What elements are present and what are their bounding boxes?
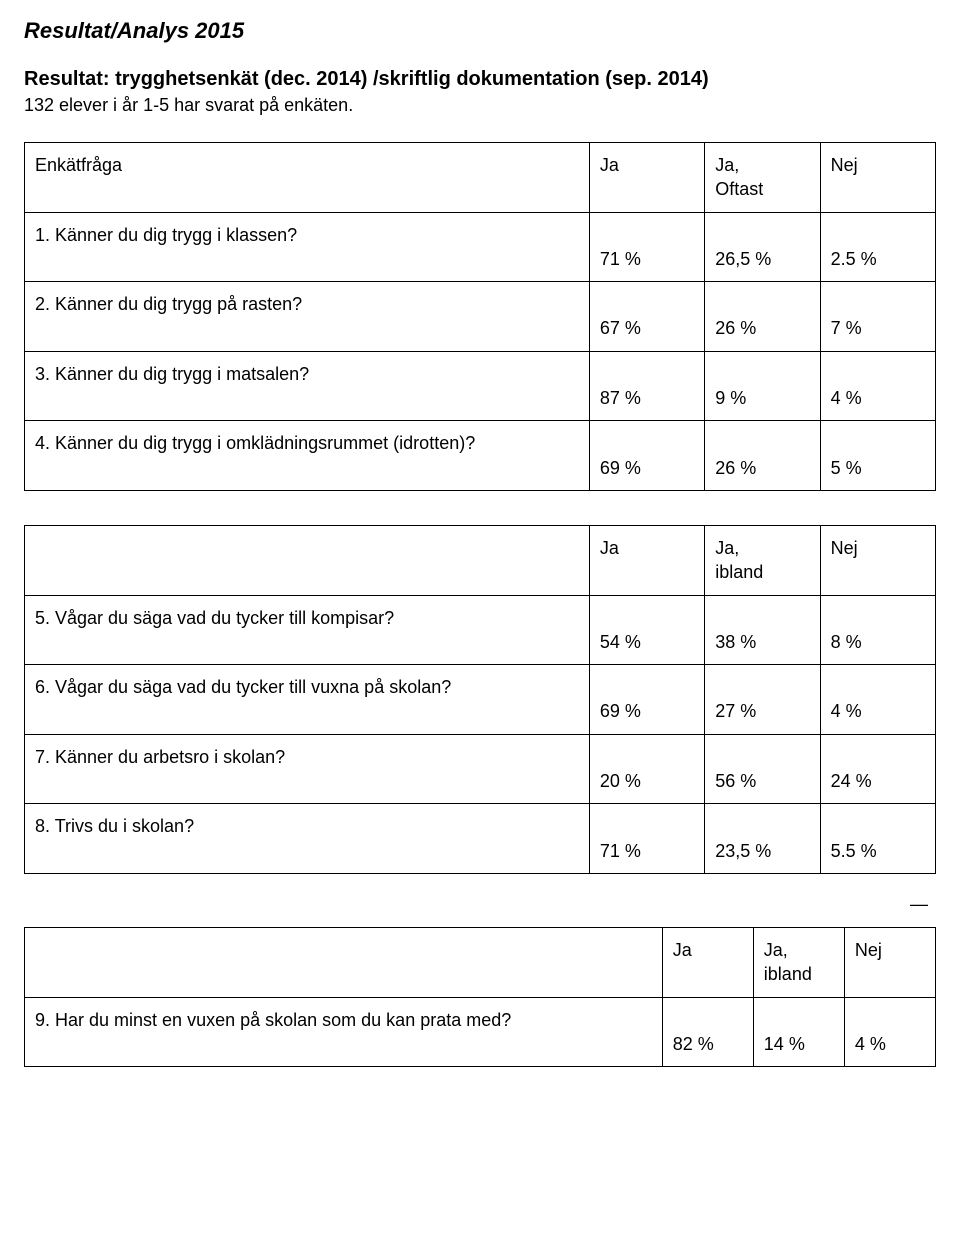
value-cell: 4 % [820,665,935,735]
question-cell: 9. Har du minst en vuxen på skolan som d… [25,997,663,1067]
value-cell: 38 % [705,595,820,665]
value-cell: 23,5 % [705,804,820,874]
value-cell: 5 % [820,421,935,491]
question-cell: 7. Känner du arbetsro i skolan? [25,734,590,804]
dash-separator: — [24,894,928,915]
value-cell: 69 % [589,421,704,491]
value-cell: 26 % [705,421,820,491]
header-question [25,927,663,997]
value-cell: 71 % [589,212,704,282]
survey-table-2: Ja Ja, ibland Nej 5. Vågar du säga vad d… [24,525,936,874]
header-ja: Ja [589,525,704,595]
value-cell: 2.5 % [820,212,935,282]
value-cell: 71 % [589,804,704,874]
table-row: 2. Känner du dig trygg på rasten? 67 % 2… [25,282,936,352]
survey-table-1: Enkätfråga Ja Ja, Oftast Nej 1. Känner d… [24,142,936,491]
table-row: 8. Trivs du i skolan? 71 % 23,5 % 5.5 % [25,804,936,874]
intro-text: 132 elever i år 1-5 har svarat på enkäte… [24,95,936,116]
table-header-row: Ja Ja, ibland Nej [25,525,936,595]
header-nej: Nej [820,143,935,213]
question-cell: 3. Känner du dig trygg i matsalen? [25,351,590,421]
header-nej: Nej [844,927,935,997]
value-cell: 5.5 % [820,804,935,874]
table-row: 7. Känner du arbetsro i skolan? 20 % 56 … [25,734,936,804]
value-cell: 7 % [820,282,935,352]
value-cell: 26 % [705,282,820,352]
question-cell: 4. Känner du dig trygg i omklädningsrumm… [25,421,590,491]
header-ja: Ja [662,927,753,997]
question-cell: 8. Trivs du i skolan? [25,804,590,874]
value-cell: 4 % [820,351,935,421]
header-question [25,525,590,595]
header-question: Enkätfråga [25,143,590,213]
header-ja-ibland: Ja, ibland [753,927,844,997]
table-row: 4. Känner du dig trygg i omklädningsrumm… [25,421,936,491]
table-row: 5. Vågar du säga vad du tycker till komp… [25,595,936,665]
value-cell: 4 % [844,997,935,1067]
value-cell: 69 % [589,665,704,735]
header-ja-ibland: Ja, ibland [705,525,820,595]
table-header-row: Enkätfråga Ja Ja, Oftast Nej [25,143,936,213]
table-row: 3. Känner du dig trygg i matsalen? 87 % … [25,351,936,421]
header-nej: Nej [820,525,935,595]
table-row: 1. Känner du dig trygg i klassen? 71 % 2… [25,212,936,282]
value-cell: 67 % [589,282,704,352]
question-cell: 1. Känner du dig trygg i klassen? [25,212,590,282]
value-cell: 27 % [705,665,820,735]
question-cell: 6. Vågar du säga vad du tycker till vuxn… [25,665,590,735]
subheading: Resultat: trygghetsenkät (dec. 2014) /sk… [24,68,936,91]
value-cell: 54 % [589,595,704,665]
page-title: Resultat/Analys 2015 [24,18,936,44]
value-cell: 24 % [820,734,935,804]
question-cell: 5. Vågar du säga vad du tycker till komp… [25,595,590,665]
value-cell: 8 % [820,595,935,665]
question-cell: 2. Känner du dig trygg på rasten? [25,282,590,352]
table-header-row: Ja Ja, ibland Nej [25,927,936,997]
value-cell: 87 % [589,351,704,421]
table-row: 9. Har du minst en vuxen på skolan som d… [25,997,936,1067]
value-cell: 82 % [662,997,753,1067]
survey-table-3: Ja Ja, ibland Nej 9. Har du minst en vux… [24,927,936,1067]
value-cell: 14 % [753,997,844,1067]
value-cell: 26,5 % [705,212,820,282]
value-cell: 20 % [589,734,704,804]
header-ja: Ja [589,143,704,213]
header-ja-oftast: Ja, Oftast [705,143,820,213]
value-cell: 56 % [705,734,820,804]
table-row: 6. Vågar du säga vad du tycker till vuxn… [25,665,936,735]
value-cell: 9 % [705,351,820,421]
